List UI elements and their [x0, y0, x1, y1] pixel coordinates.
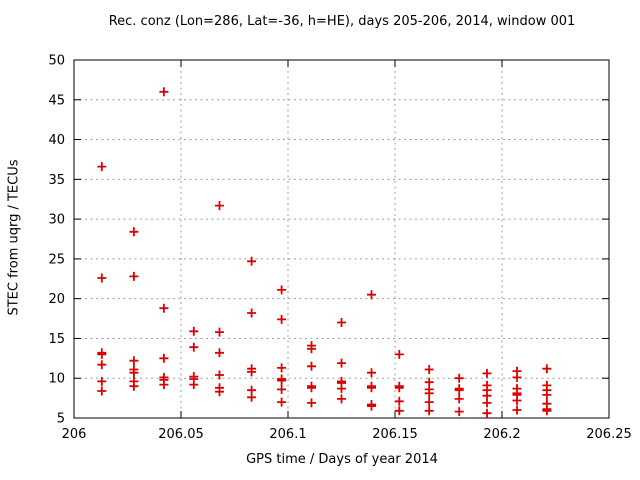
x-axis-label: GPS time / Days of year 2014	[246, 452, 438, 467]
y-tick-label: 30	[48, 213, 65, 228]
x-tick-label: 206	[62, 427, 87, 442]
y-tick-label: 35	[48, 173, 65, 188]
chart-title: Rec. conz (Lon=286, Lat=-36, h=HE), days…	[108, 14, 576, 29]
x-tick-label: 206.1	[269, 427, 306, 442]
data-point-markers	[97, 87, 552, 418]
y-tick-label: 10	[48, 372, 65, 387]
x-tick-label: 206.05	[158, 427, 204, 442]
y-tick-label: 45	[48, 93, 65, 108]
y-tick-label: 5	[57, 412, 65, 427]
y-tick-label: 40	[48, 133, 65, 148]
y-tick-label: 15	[48, 332, 65, 347]
x-tick-label: 206.15	[372, 427, 418, 442]
x-tick-label: 206.25	[586, 427, 632, 442]
plot-border	[73, 59, 610, 419]
y-tick-label: 20	[48, 292, 65, 307]
y-tick-label: 25	[48, 252, 65, 267]
x-tick-label: 206.2	[483, 427, 520, 442]
y-tick-label: 50	[48, 54, 65, 69]
